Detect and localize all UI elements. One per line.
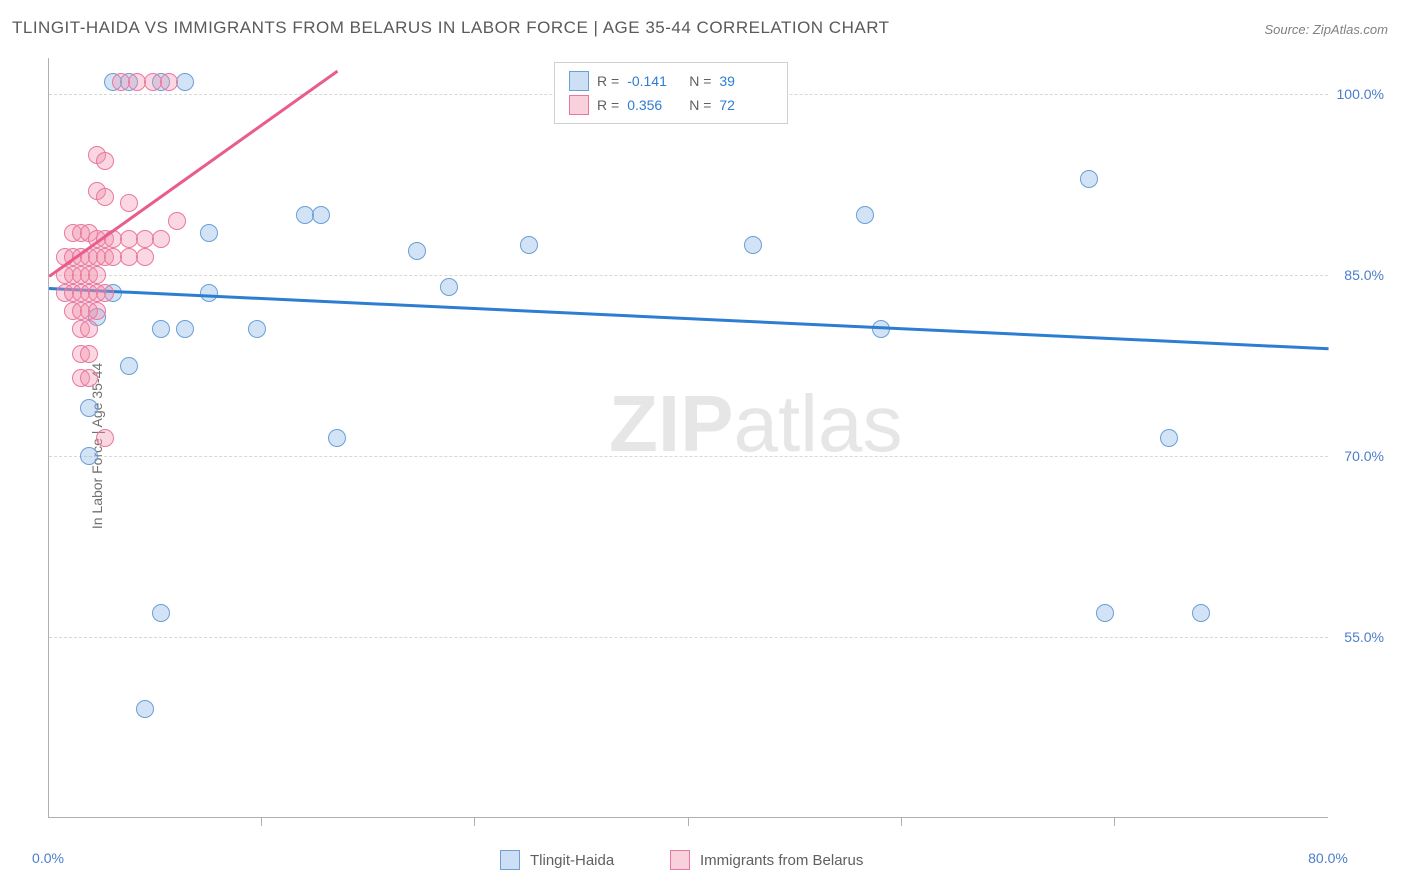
legend-swatch: [569, 95, 589, 115]
legend-item: Immigrants from Belarus: [670, 850, 863, 870]
legend-r-label: R =: [597, 73, 619, 89]
data-point: [80, 369, 98, 387]
y-tick-label: 100.0%: [1337, 86, 1384, 102]
legend-r-label: R =: [597, 97, 619, 113]
x-minor-tick: [1114, 818, 1115, 826]
source-prefix: Source:: [1264, 22, 1312, 37]
gridline-horizontal: [49, 275, 1328, 276]
gridline-horizontal: [49, 637, 1328, 638]
data-point: [328, 429, 346, 447]
y-tick-label: 55.0%: [1344, 629, 1384, 645]
legend-swatch: [670, 850, 690, 870]
data-point: [744, 236, 762, 254]
data-point: [80, 447, 98, 465]
data-point: [200, 284, 218, 302]
legend-n-label: N =: [689, 97, 711, 113]
data-point: [856, 206, 874, 224]
source-attribution: Source: ZipAtlas.com: [1264, 22, 1388, 37]
x-minor-tick: [688, 818, 689, 826]
data-point: [872, 320, 890, 338]
legend-r-value: -0.141: [627, 73, 681, 89]
data-point: [176, 320, 194, 338]
data-point: [1192, 604, 1210, 622]
data-point: [1080, 170, 1098, 188]
data-point: [96, 188, 114, 206]
x-minor-tick: [261, 818, 262, 826]
data-point: [176, 73, 194, 91]
data-point: [312, 206, 330, 224]
legend-swatch: [500, 850, 520, 870]
data-point: [168, 212, 186, 230]
legend-n-value: 39: [719, 73, 773, 89]
legend-swatch: [569, 71, 589, 91]
data-point: [120, 357, 138, 375]
data-point: [440, 278, 458, 296]
data-point: [120, 194, 138, 212]
data-point: [200, 224, 218, 242]
data-point: [136, 248, 154, 266]
data-point: [88, 266, 106, 284]
legend-n-label: N =: [689, 73, 711, 89]
y-tick-label: 85.0%: [1344, 267, 1384, 283]
data-point: [80, 399, 98, 417]
data-point: [152, 320, 170, 338]
data-point: [1096, 604, 1114, 622]
watermark-light: atlas: [733, 379, 902, 468]
chart-title: TLINGIT-HAIDA VS IMMIGRANTS FROM BELARUS…: [12, 18, 890, 38]
legend-series-label: Tlingit-Haida: [530, 852, 614, 869]
legend-row: R = 0.356 N = 72: [569, 93, 773, 117]
data-point: [152, 604, 170, 622]
data-point: [80, 320, 98, 338]
scatter-plot-area: ZIPatlas: [48, 58, 1328, 818]
gridline-horizontal: [49, 456, 1328, 457]
trend-line: [49, 287, 1329, 350]
legend-r-value: 0.356: [627, 97, 681, 113]
y-tick-label: 70.0%: [1344, 448, 1384, 464]
correlation-legend: R = -0.141 N = 39 R = 0.356 N = 72: [554, 62, 788, 124]
x-tick-label: 0.0%: [32, 850, 64, 866]
trend-line: [48, 70, 337, 277]
data-point: [1160, 429, 1178, 447]
data-point: [96, 284, 114, 302]
legend-item: Tlingit-Haida: [500, 850, 614, 870]
x-tick-label: 80.0%: [1308, 850, 1348, 866]
data-point: [520, 236, 538, 254]
data-point: [248, 320, 266, 338]
watermark-bold: ZIP: [609, 379, 733, 468]
data-point: [88, 302, 106, 320]
data-point: [80, 345, 98, 363]
x-minor-tick: [474, 818, 475, 826]
legend-row: R = -0.141 N = 39: [569, 69, 773, 93]
legend-series-label: Immigrants from Belarus: [700, 852, 863, 869]
source-name: ZipAtlas.com: [1313, 22, 1388, 37]
data-point: [160, 73, 178, 91]
data-point: [136, 700, 154, 718]
data-point: [96, 429, 114, 447]
data-point: [96, 152, 114, 170]
legend-n-value: 72: [719, 97, 773, 113]
data-point: [152, 230, 170, 248]
data-point: [408, 242, 426, 260]
x-minor-tick: [901, 818, 902, 826]
